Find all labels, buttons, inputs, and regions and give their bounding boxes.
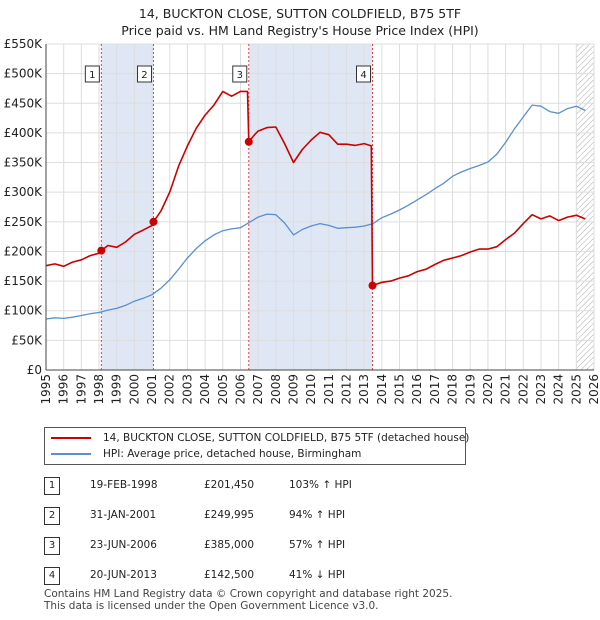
x-tick-label: 2001 <box>145 374 159 405</box>
transaction-hpi-change: 94% ↑ HPI <box>289 509 346 521</box>
sale-point <box>368 281 377 290</box>
x-tick-label: 2022 <box>516 374 530 405</box>
x-tick-label: 2026 <box>587 374 600 405</box>
y-tick-label: £400K <box>4 126 44 140</box>
y-tick-label: £50K <box>11 333 43 347</box>
transaction-number: 3 <box>44 537 60 555</box>
x-tick-label: 2020 <box>481 374 495 405</box>
chart-title: 14, BUCKTON CLOSE, SUTTON COLDFIELD, B75… <box>139 6 461 21</box>
chart-subtitle: Price paid vs. HM Land Registry's House … <box>121 23 478 38</box>
sale-number-box <box>356 65 372 83</box>
property-price-line <box>45 90 586 287</box>
x-tick-label: 2009 <box>286 374 300 405</box>
x-tick-label: 2012 <box>340 374 354 405</box>
y-tick-label: £250K <box>4 215 44 229</box>
ownership-period-shade <box>101 44 154 370</box>
sale-point <box>149 217 158 226</box>
sale-number-label: 2 <box>141 70 147 81</box>
x-tick-label: 2019 <box>463 374 477 405</box>
legend-swatch-hpi <box>51 453 91 455</box>
x-tick-label: 1997 <box>74 374 88 405</box>
y-tick-label: £500K <box>4 67 44 81</box>
x-tick-label: 2005 <box>216 374 230 405</box>
transaction-price: £201,450 <box>204 479 255 491</box>
legend-label-property: 14, BUCKTON CLOSE, SUTTON COLDFIELD, B75… <box>103 432 470 444</box>
y-tick-label: £350K <box>4 156 44 170</box>
x-tick-label: 2025 <box>569 374 583 405</box>
transaction-number: 2 <box>44 507 60 525</box>
x-tick-label: 2021 <box>499 374 513 405</box>
x-tick-label: 2008 <box>269 374 283 405</box>
x-tick-label: 2015 <box>393 374 407 405</box>
price-chart: 14, BUCKTON CLOSE, SUTTON COLDFIELD, B75… <box>4 6 600 405</box>
x-tick-label: 2014 <box>375 374 389 405</box>
x-tick-label: 2007 <box>251 374 265 405</box>
x-tick-label: 2023 <box>534 374 548 405</box>
transaction-price: £249,995 <box>204 509 255 521</box>
x-tick-label: 2006 <box>233 374 247 405</box>
x-tick-label: 2003 <box>180 374 194 405</box>
y-tick-label: £150K <box>4 274 44 288</box>
sale-number-box <box>136 65 152 83</box>
y-tick-label: £450K <box>4 96 44 110</box>
sale-number-label: 3 <box>237 70 243 81</box>
x-tick-label: 2010 <box>304 374 318 405</box>
transaction-number: 1 <box>44 477 60 495</box>
footer-copyright: Contains HM Land Registry data © Crown c… <box>44 588 453 600</box>
x-tick-label: 2018 <box>446 374 460 405</box>
future-hatch-region <box>576 44 594 370</box>
transaction-date: 31-JAN-2001 <box>90 509 157 521</box>
x-tick-label: 1999 <box>110 374 124 405</box>
footer-attribution: Contains HM Land Registry data © Crown c… <box>44 588 452 612</box>
sale-point <box>244 137 253 146</box>
x-tick-label: 1995 <box>39 374 53 405</box>
y-tick-label: £300K <box>4 185 44 199</box>
x-tick-label: 1998 <box>92 374 106 405</box>
transaction-price: £142,500 <box>204 569 255 581</box>
x-tick-label: 2013 <box>357 374 371 405</box>
ownership-period-shade <box>248 44 373 370</box>
y-tick-label: £100K <box>4 304 44 318</box>
footer-license: This data is licensed under the Open Gov… <box>44 600 379 612</box>
sale-number-box <box>84 65 100 83</box>
y-tick-label: £0 <box>27 363 42 377</box>
sale-number-label: 4 <box>360 70 366 81</box>
transaction-number: 4 <box>44 567 60 585</box>
sale-number-box <box>232 65 248 83</box>
transaction-row: 2 31-JAN-2001 £249,995 94% ↑ HPI <box>44 507 384 527</box>
transaction-row: 1 19-FEB-1998 £201,450 103% ↑ HPI <box>44 477 384 497</box>
x-tick-label: 2016 <box>410 374 424 405</box>
transaction-row: 3 23-JUN-2006 £385,000 57% ↑ HPI <box>44 537 384 557</box>
y-tick-label: £200K <box>4 244 44 258</box>
transaction-date: 20-JUN-2013 <box>90 569 157 581</box>
sale-number-label: 1 <box>89 70 95 81</box>
sale-point <box>97 246 106 255</box>
legend-label-hpi: HPI: Average price, detached house, Birm… <box>103 448 362 460</box>
transaction-date: 23-JUN-2006 <box>90 539 157 551</box>
chart-legend: 14, BUCKTON CLOSE, SUTTON COLDFIELD, B75… <box>44 427 469 465</box>
transaction-hpi-change: 41% ↓ HPI <box>289 569 346 581</box>
x-tick-label: 1996 <box>57 374 71 405</box>
x-tick-label: 2002 <box>163 374 177 405</box>
legend-item-hpi: HPI: Average price, detached house, Birm… <box>51 446 361 462</box>
legend-swatch-property <box>51 437 91 439</box>
transaction-date: 19-FEB-1998 <box>90 479 158 491</box>
x-tick-label: 2017 <box>428 374 442 405</box>
transaction-price: £385,000 <box>204 539 255 551</box>
transaction-hpi-change: 57% ↑ HPI <box>289 539 346 551</box>
legend-item-property: 14, BUCKTON CLOSE, SUTTON COLDFIELD, B75… <box>51 430 469 446</box>
transaction-row: 4 20-JUN-2013 £142,500 41% ↓ HPI <box>44 567 384 587</box>
x-tick-label: 2011 <box>322 374 336 405</box>
x-tick-label: 2000 <box>127 374 141 405</box>
transaction-hpi-change: 103% ↑ HPI <box>289 479 352 491</box>
x-tick-label: 2004 <box>198 374 212 405</box>
x-tick-label: 2024 <box>552 374 566 405</box>
y-tick-label: £550K <box>4 37 44 51</box>
hpi-line <box>45 104 586 320</box>
